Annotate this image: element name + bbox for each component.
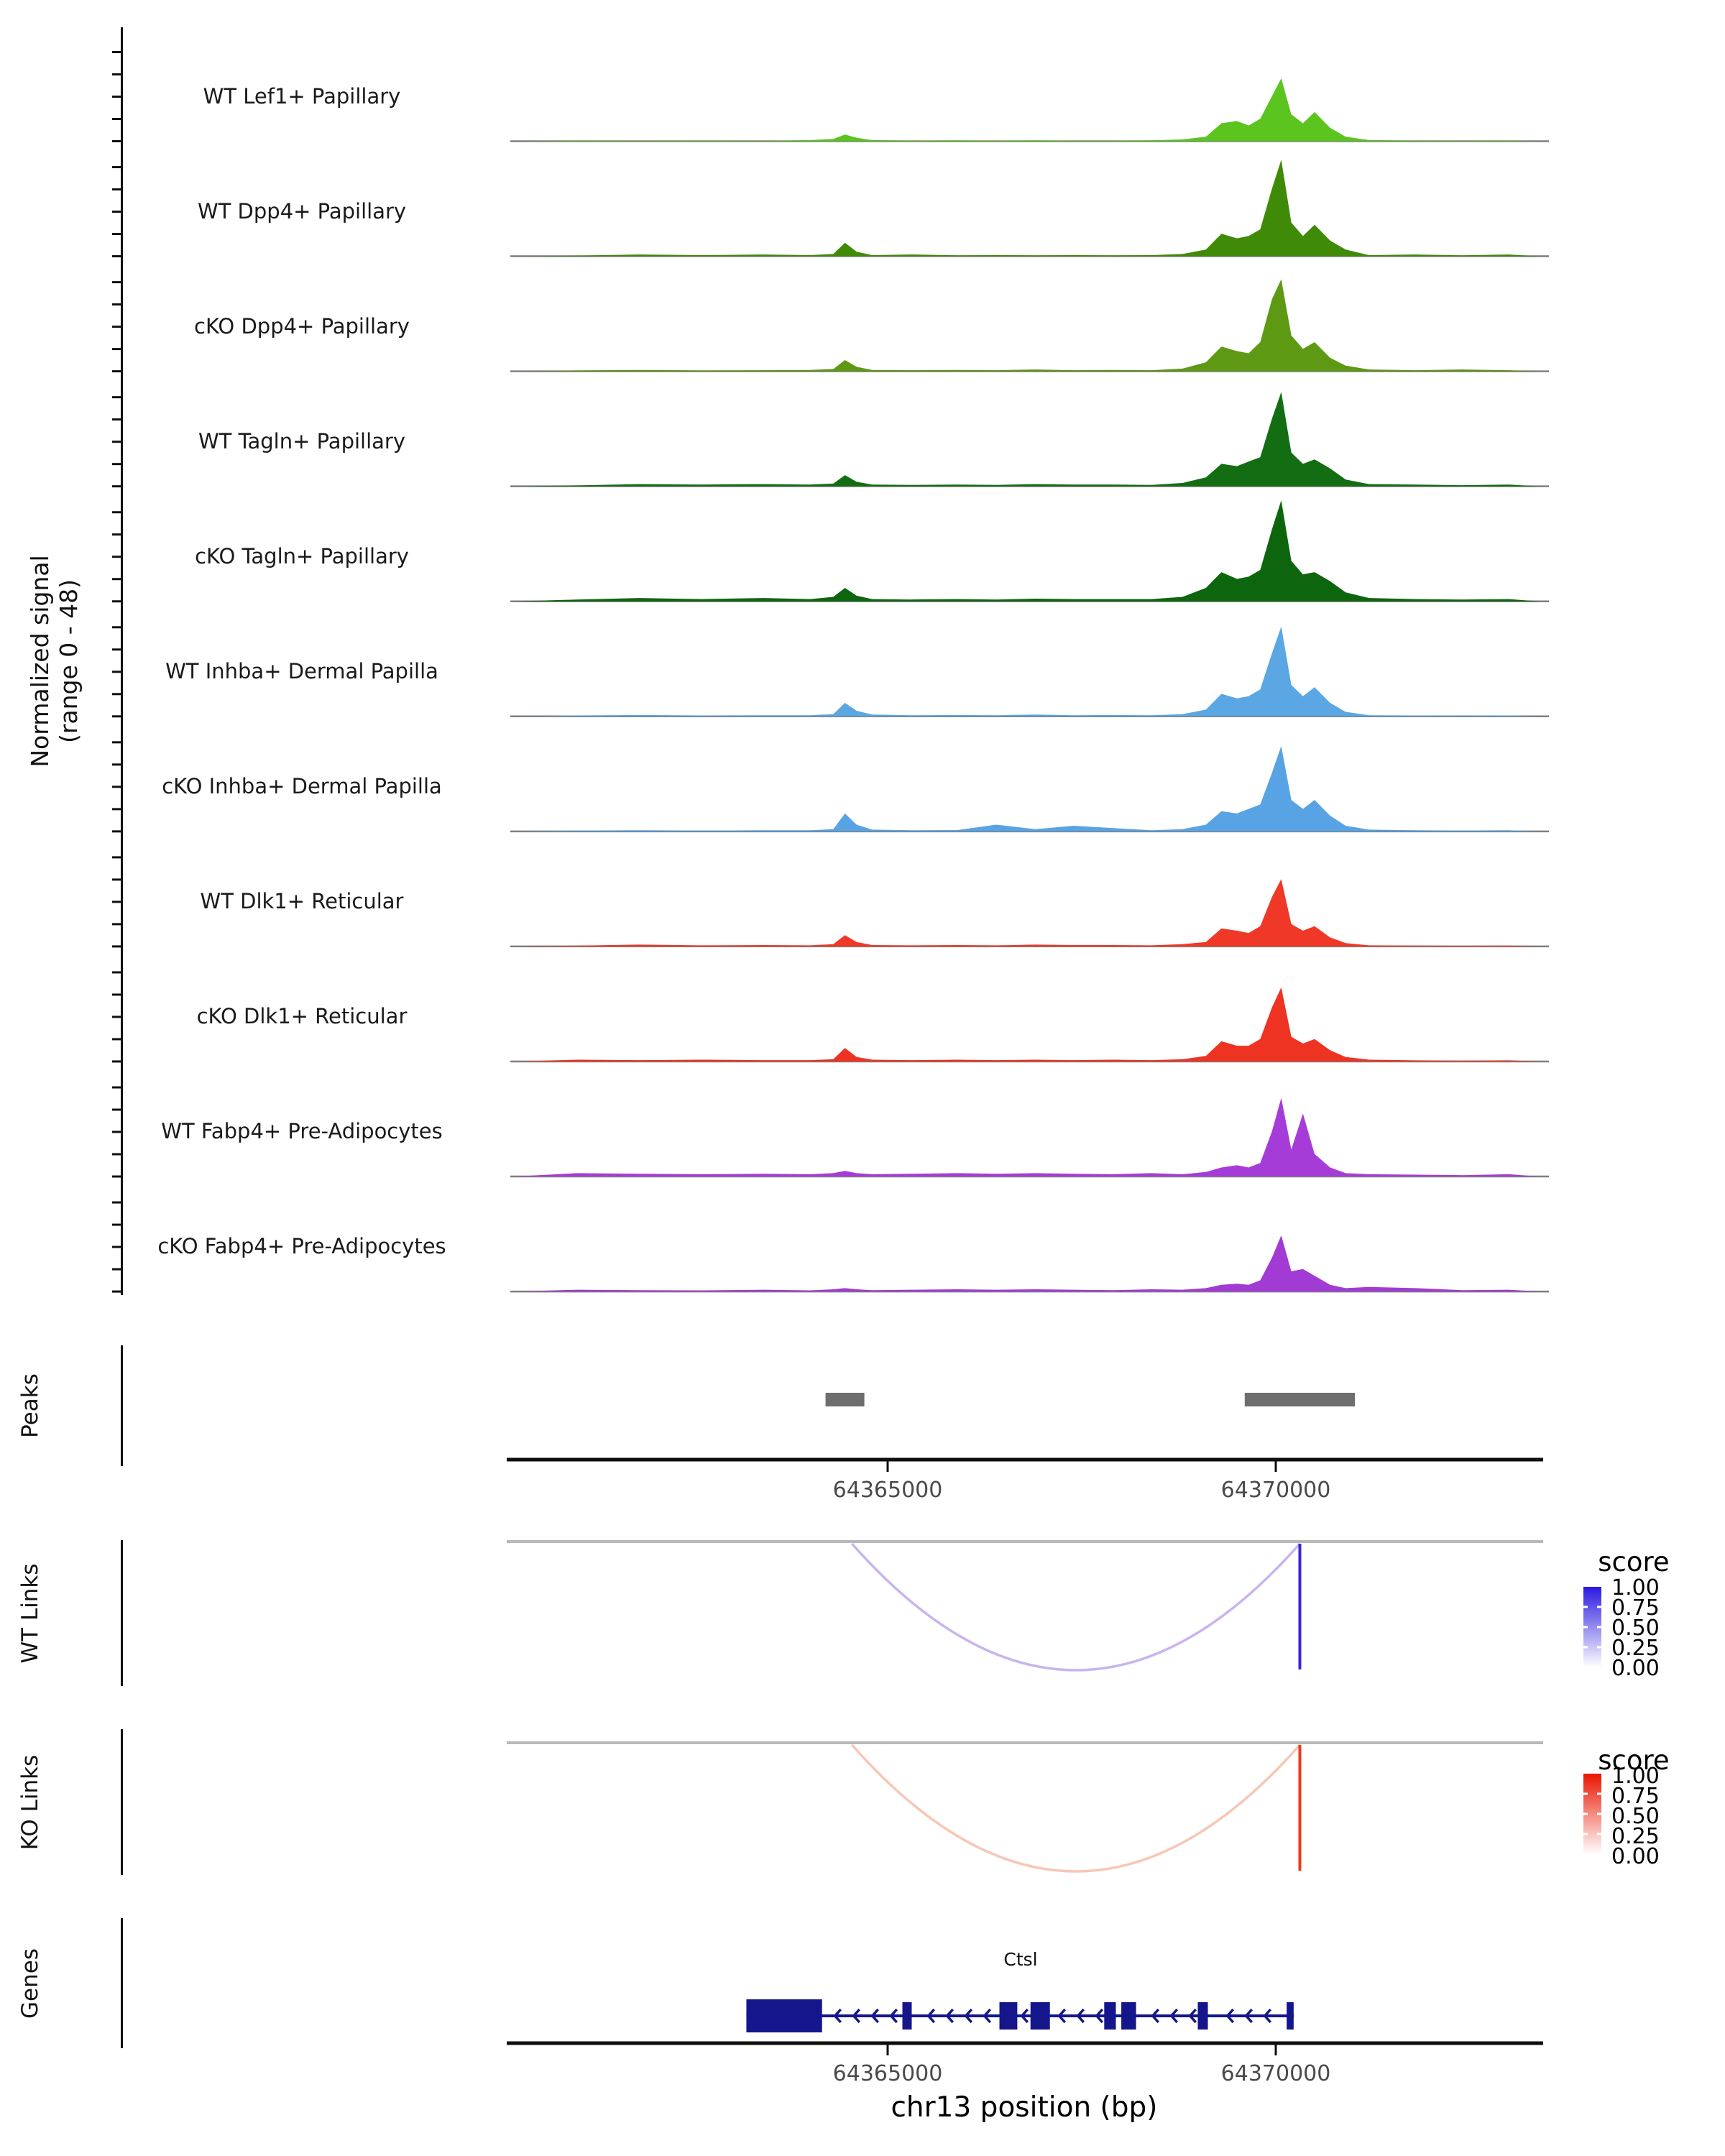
ruler1-tick-64370000: 64370000 <box>1220 1478 1331 1503</box>
peak-interval <box>1244 1393 1356 1406</box>
gene-exon <box>902 2002 912 2030</box>
coverage-area-5 <box>515 626 1540 717</box>
gene-exon <box>746 1999 822 2032</box>
gene-strand-arrow-icon <box>983 2008 992 2024</box>
track-label: WT Inhba+ Dermal Papilla <box>165 658 438 683</box>
track-label: WT Tagln+ Papillary <box>198 428 406 453</box>
gene-exon <box>1121 2002 1136 2030</box>
wt-legend-label-000: 0.00 <box>1611 1656 1660 1681</box>
gene-strand-arrow-icon <box>1095 2008 1104 2024</box>
gene-strand-arrow-icon <box>926 2008 936 2024</box>
track-label: cKO Inhba+ Dermal Papilla <box>162 773 442 798</box>
coverage-area-0 <box>515 78 1540 142</box>
coverage-area-9 <box>515 1097 1540 1177</box>
ruler2-tick-64365000: 64365000 <box>832 2061 943 2086</box>
coverage-area-8 <box>515 987 1540 1061</box>
gene-exon <box>1030 2002 1050 2030</box>
ko-legend-label-025: 0.25 <box>1611 1824 1660 1849</box>
gene-strand-arrow-icon <box>1188 2008 1197 2024</box>
ko-legend-label-100: 1.00 <box>1611 1764 1660 1789</box>
gene-exon <box>1287 2002 1294 2030</box>
gene-strand-arrow-icon <box>1263 2008 1272 2024</box>
track-label: WT Lef1+ Papillary <box>203 83 401 109</box>
gene-strand-arrow-icon <box>852 2008 861 2024</box>
gene-strand-arrow-icon <box>1244 2008 1254 2024</box>
track-label: cKO Dlk1+ Reticular <box>196 1003 408 1028</box>
wt-links-legend-title: score <box>1598 1547 1670 1577</box>
gene-strand-arrow-icon <box>1020 2008 1029 2024</box>
coverage-area-2 <box>515 279 1540 372</box>
wt-link-arc <box>851 1542 1301 1672</box>
ruler1-tick-64365000: 64365000 <box>832 1478 943 1503</box>
ko-legend-label-075: 0.75 <box>1611 1784 1660 1809</box>
ko-link-arc <box>851 1743 1301 1873</box>
ko-links-section-label: KO Links <box>17 1754 43 1851</box>
track-label: cKO Tagln+ Papillary <box>195 543 409 568</box>
gene-strand-arrow-icon <box>889 2008 898 2024</box>
track-label: cKO Dpp4+ Papillary <box>194 313 410 338</box>
wt-legend-label-025: 0.25 <box>1611 1636 1660 1661</box>
ko-links-legend-title: score <box>1598 1745 1670 1776</box>
coverage-area-10 <box>515 1235 1540 1292</box>
x-axis-title: chr13 position (bp) <box>891 2091 1158 2124</box>
gene-strand-arrow-icon <box>870 2008 880 2024</box>
ruler2-tick-64370000: 64370000 <box>1220 2061 1331 2086</box>
gene-strand-arrow-icon <box>945 2008 954 2024</box>
genes-section-label: Genes <box>17 1948 43 2019</box>
track-label: WT Fabp4+ Pre-Adipocytes <box>161 1119 443 1144</box>
coverage-area-3 <box>515 392 1540 487</box>
gene-exon <box>1197 2002 1208 2030</box>
coverage-area-1 <box>515 160 1540 257</box>
gene-strand-arrow-icon <box>833 2008 842 2024</box>
y-axis-label-line1: Normalized signal <box>26 555 54 768</box>
wt-legend-label-100: 1.00 <box>1611 1575 1660 1600</box>
wt-legend-label-075: 0.75 <box>1611 1595 1660 1621</box>
coverage-area-6 <box>515 746 1540 831</box>
gene-strand-arrow-icon <box>1225 2008 1235 2024</box>
track-label: cKO Fabp4+ Pre-Adipocytes <box>157 1234 446 1259</box>
peak-interval <box>825 1393 865 1406</box>
ko-legend-label-000: 0.00 <box>1611 1844 1660 1869</box>
wt-legend-label-050: 0.50 <box>1611 1616 1660 1641</box>
y-axis-label: Normalized signal (range 0 - 48) <box>26 555 83 767</box>
gene-exon <box>1104 2002 1116 2030</box>
peaks-section-label: Peaks <box>17 1373 43 1438</box>
track-label: WT Dpp4+ Papillary <box>197 198 407 224</box>
ko-legend-label-050: 0.50 <box>1611 1804 1660 1829</box>
gene-strand-arrow-icon <box>1076 2008 1085 2024</box>
coverage-area-4 <box>515 500 1540 602</box>
y-axis-label-line2: (range 0 - 48) <box>55 579 83 744</box>
coverage-area-7 <box>515 879 1540 946</box>
gene-strand-arrow-icon <box>1169 2008 1179 2024</box>
gene-strand-arrow-icon <box>1151 2008 1160 2024</box>
track-label: WT Dlk1+ Reticular <box>200 888 404 913</box>
wt-links-section-label: WT Links <box>17 1563 43 1664</box>
gene-exon <box>999 2002 1018 2030</box>
gene-strand-arrow-icon <box>1057 2008 1067 2024</box>
gene-strand-arrow-icon <box>964 2008 973 2024</box>
gene-name-label: Ctsl <box>1003 1949 1038 1970</box>
